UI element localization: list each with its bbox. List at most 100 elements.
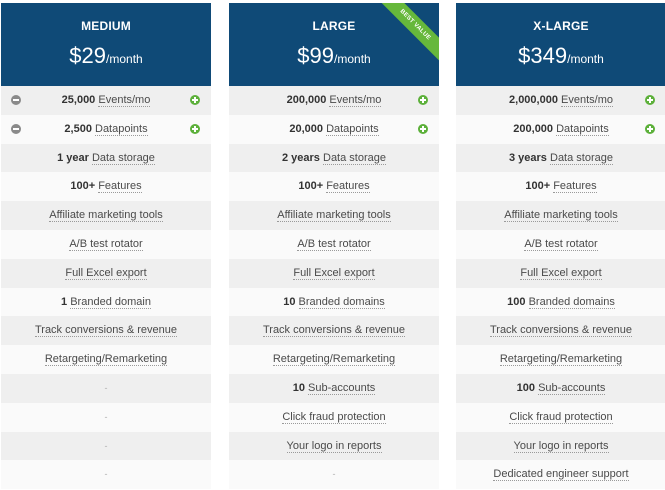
feature-label[interactable]: Features [553, 180, 597, 194]
plus-circle-icon[interactable] [190, 123, 200, 134]
feature-label[interactable]: Data storage [91, 151, 155, 165]
price-period: /month [106, 52, 143, 66]
feature-label[interactable]: Click fraud protection [282, 410, 386, 424]
feature-row: Click fraud protection [456, 402, 665, 432]
plus-circle-icon[interactable] [645, 95, 655, 105]
feature-list: 25,000 Events/mo 2,500 Datapoints 1 year D… [1, 86, 211, 490]
not-included-dash: - [104, 411, 108, 422]
feature-label[interactable]: Datapoints [556, 122, 609, 136]
price-amount: $29 [69, 43, 107, 68]
feature-label[interactable]: Retargeting/Remarketing [272, 353, 396, 367]
feature-row: Full Excel export [456, 258, 665, 288]
feature-label[interactable]: Retargeting/Remarketing [44, 353, 168, 367]
feature-row: - [1, 402, 211, 432]
feature-label[interactable]: Branded domain [70, 295, 151, 309]
price-amount: $99 [297, 43, 335, 68]
feature-label[interactable]: Datapoints [95, 122, 148, 136]
feature-label[interactable]: Data storage [323, 151, 386, 165]
feature-quantity: 100 [507, 295, 526, 308]
feature-label[interactable]: Your logo in reports [286, 439, 382, 453]
plan-price: $99/month [229, 43, 439, 72]
feature-label[interactable]: Events/mo [561, 94, 613, 107]
plan-header: MEDIUM $29/month [1, 3, 211, 86]
feature-quantity: 200,000 [513, 122, 554, 135]
feature-label[interactable]: Click fraud protection [509, 410, 613, 424]
feature-label[interactable]: Dedicated engineer support [493, 468, 629, 482]
plus-circle-icon[interactable] [645, 123, 655, 134]
feature-quantity: 2 years [282, 151, 320, 164]
feature-list: 2,000,000 Events/mo 200,000 Datapoints 3 y… [456, 86, 665, 490]
feature-row: Full Excel export [1, 258, 211, 288]
plus-circle-icon[interactable] [190, 95, 200, 105]
plan-header: LARGE $99/month BEST VALUE [229, 3, 439, 86]
feature-row: 25,000 Events/mo [1, 86, 211, 115]
feature-label[interactable]: Affiliate marketing tools [49, 209, 163, 223]
price-period: /month [334, 52, 371, 66]
feature-row: Click fraud protection [229, 402, 439, 432]
feature-label[interactable]: Features [326, 180, 370, 194]
feature-list: 200,000 Events/mo 20,000 Datapoints 2 year… [229, 86, 439, 490]
feature-label[interactable]: Track conversions & revenue [489, 324, 633, 338]
feature-row: 100+ Features [1, 172, 211, 202]
feature-row: Affiliate marketing tools [1, 201, 211, 230]
feature-row: 200,000 Events/mo [229, 86, 439, 115]
feature-row: 20,000 Datapoints [229, 114, 439, 144]
feature-row: Your logo in reports [229, 431, 439, 461]
plan-header: X-LARGE $349/month [456, 3, 665, 86]
not-included-dash: - [332, 469, 336, 480]
feature-row: A/B test rotator [1, 229, 211, 259]
feature-label[interactable]: Sub-accounts [538, 381, 606, 395]
price-amount: $349 [518, 43, 568, 68]
minus-circle-icon[interactable] [11, 123, 21, 134]
feature-quantity: 2,000,000 [509, 94, 558, 106]
feature-label[interactable]: Affiliate marketing tools [504, 209, 618, 223]
feature-row: 1 Branded domain [1, 287, 211, 317]
feature-label[interactable]: Sub-accounts [308, 381, 376, 395]
feature-label[interactable]: Affiliate marketing tools [277, 209, 391, 223]
not-included-dash: - [104, 440, 108, 451]
feature-row: Affiliate marketing tools [229, 201, 439, 230]
feature-label[interactable]: A/B test rotator [297, 237, 371, 251]
feature-row: 1 year Data storage [1, 143, 211, 173]
feature-quantity: 100 [516, 381, 536, 394]
feature-label[interactable]: Datapoints [326, 122, 379, 136]
feature-row: 2 years Data storage [229, 143, 439, 173]
feature-quantity: 20,000 [289, 122, 323, 135]
feature-row: A/B test rotator [229, 229, 439, 259]
price-period: /month [567, 52, 604, 66]
feature-label[interactable]: Full Excel export [520, 266, 602, 280]
feature-row: 100+ Features [456, 172, 665, 202]
minus-circle-icon[interactable] [11, 95, 21, 105]
feature-quantity: 1 year [57, 151, 89, 164]
feature-label[interactable]: Data storage [550, 151, 613, 165]
feature-label[interactable]: Track conversions & revenue [262, 324, 406, 338]
feature-quantity: 1 [61, 295, 68, 308]
not-included-dash: - [104, 382, 108, 393]
feature-quantity: 100+ [70, 180, 96, 193]
feature-row: 10 Branded domains [229, 287, 439, 317]
feature-label[interactable]: Events/mo [98, 94, 151, 107]
feature-label[interactable]: Features [98, 180, 142, 194]
feature-row: Retargeting/Remarketing [1, 345, 211, 374]
feature-row: 100 Sub-accounts [456, 373, 665, 403]
feature-label[interactable]: Track conversions & revenue [34, 324, 178, 338]
feature-row: Retargeting/Remarketing [456, 345, 665, 374]
feature-row: Affiliate marketing tools [456, 201, 665, 230]
feature-label[interactable]: Your logo in reports [513, 439, 609, 453]
feature-row: - [229, 460, 439, 490]
feature-label[interactable]: Events/mo [329, 94, 382, 107]
feature-label[interactable]: Branded domains [298, 295, 385, 309]
plan-card-x-large: X-LARGE $349/month 2,000,000 Events/mo 20… [456, 3, 665, 490]
feature-label[interactable]: A/B test rotator [69, 237, 143, 251]
feature-quantity: 100+ [298, 180, 324, 193]
feature-label[interactable]: A/B test rotator [524, 237, 598, 251]
feature-label[interactable]: Retargeting/Remarketing [499, 353, 623, 367]
plus-circle-icon[interactable] [418, 95, 428, 105]
feature-label[interactable]: Full Excel export [65, 266, 147, 280]
feature-label[interactable]: Branded domains [528, 295, 615, 309]
feature-quantity: 10 [292, 381, 305, 394]
plan-name: LARGE [312, 19, 356, 33]
plus-circle-icon[interactable] [418, 123, 428, 134]
feature-quantity: 10 [283, 295, 296, 308]
feature-label[interactable]: Full Excel export [293, 266, 375, 280]
